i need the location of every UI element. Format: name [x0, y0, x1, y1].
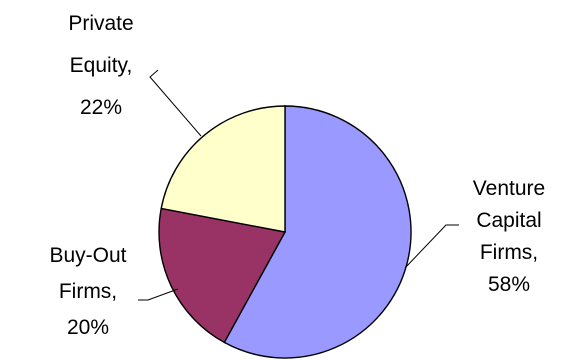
data-label-line: 58%: [488, 273, 530, 296]
pie-slices: [158, 105, 412, 359]
data-label-line: Capital: [476, 209, 541, 232]
data-label-line: 22%: [80, 96, 122, 119]
leader-line-2: [149, 69, 202, 137]
data-label-line: Firms,: [480, 241, 538, 264]
data-label-1: Buy-Out Firms, 20%: [49, 244, 126, 339]
data-labels: Venture Capital Firms, 58% Buy-Out Firms, 20% P…: [49, 12, 545, 339]
leader-line-1: [138, 288, 179, 301]
leader-line-0: [404, 224, 459, 269]
data-label-line: Firms,: [59, 280, 117, 303]
data-label-line: Buy-Out: [49, 244, 126, 267]
pie-slice-2: [160, 105, 286, 233]
data-label-line: Equity,: [70, 54, 133, 77]
leader-lines: [138, 69, 459, 301]
data-label-0: Venture Capital Firms, 58%: [473, 177, 545, 296]
pie-slice-0: [223, 105, 412, 359]
pie-slice-1: [158, 207, 287, 344]
data-label-line: 20%: [67, 316, 109, 339]
data-label-line: Venture: [473, 177, 545, 200]
data-label-line: Private: [68, 12, 133, 35]
data-label-2: Private Equity, 22%: [68, 12, 133, 119]
